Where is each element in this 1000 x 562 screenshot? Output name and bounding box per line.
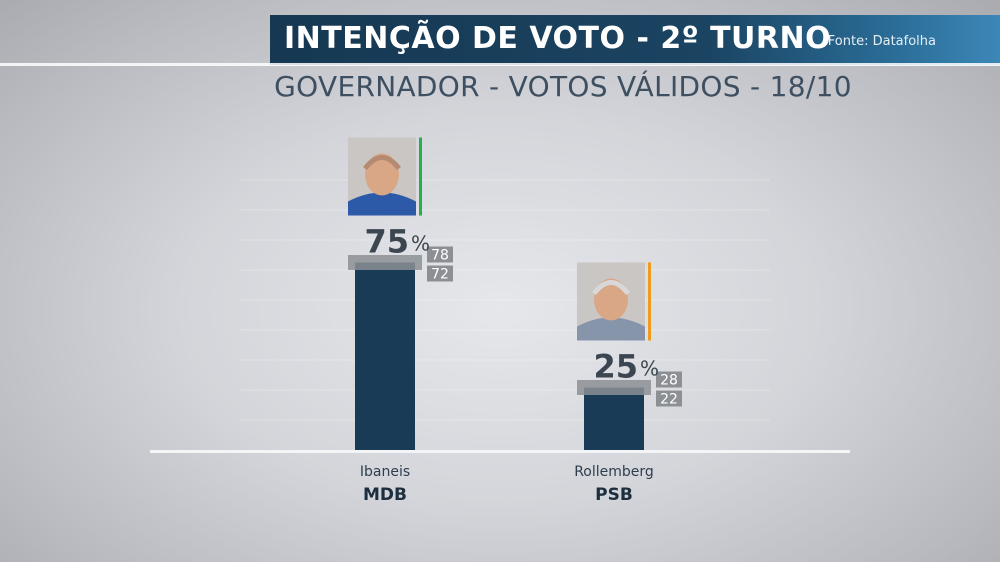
- chart-subtitle: GOVERNADOR - VOTOS VÁLIDOS - 18/10: [274, 70, 852, 103]
- error-band: [577, 380, 651, 395]
- percent-label: 25: [593, 348, 638, 386]
- candidate-name: Rollemberg: [574, 464, 654, 480]
- bar: [355, 262, 415, 450]
- lower-margin-box: [427, 265, 453, 282]
- source-label: Fonte: Datafolha: [827, 34, 936, 49]
- upper-margin-label: 28: [660, 373, 678, 389]
- percent-sign: %: [411, 232, 430, 256]
- lower-margin-box: [656, 390, 682, 407]
- title-banner: INTENÇÃO DE VOTO - 2º TURNO Fonte: Dataf…: [270, 15, 1000, 65]
- gridlines: [240, 179, 770, 421]
- upper-margin-label: 78: [431, 248, 449, 264]
- party-label: PSB: [595, 485, 633, 505]
- percent-label: 75: [364, 223, 409, 261]
- bar: [584, 387, 644, 450]
- photo-face: [594, 278, 628, 321]
- accent-line: [648, 262, 651, 341]
- lower-margin-label: 72: [431, 267, 449, 283]
- ibaneis-photo: [348, 137, 416, 216]
- photo-shirt: [577, 317, 645, 341]
- photo-hair: [592, 280, 630, 296]
- percent-sign: %: [640, 357, 659, 381]
- error-band: [348, 255, 422, 270]
- photo-face: [365, 153, 399, 196]
- baseline: [150, 450, 850, 453]
- party-label: MDB: [363, 485, 407, 505]
- chart-title: INTENÇÃO DE VOTO - 2º TURNO: [284, 21, 832, 56]
- photo-shirt: [348, 192, 416, 216]
- upper-margin-box: [427, 246, 453, 263]
- photo-hair: [363, 155, 401, 171]
- candidate-ibaneis: 78 72 75 % Ibaneis MDB: [348, 137, 453, 505]
- upper-margin-box: [656, 371, 682, 388]
- banner-underline: [0, 63, 1000, 66]
- candidate-rollemberg: 28 22 25 % Rollemberg PSB: [574, 262, 682, 505]
- rollemberg-photo: [577, 262, 645, 341]
- candidate-name: Ibaneis: [360, 464, 410, 480]
- lower-margin-label: 22: [660, 392, 678, 408]
- accent-line: [419, 137, 422, 216]
